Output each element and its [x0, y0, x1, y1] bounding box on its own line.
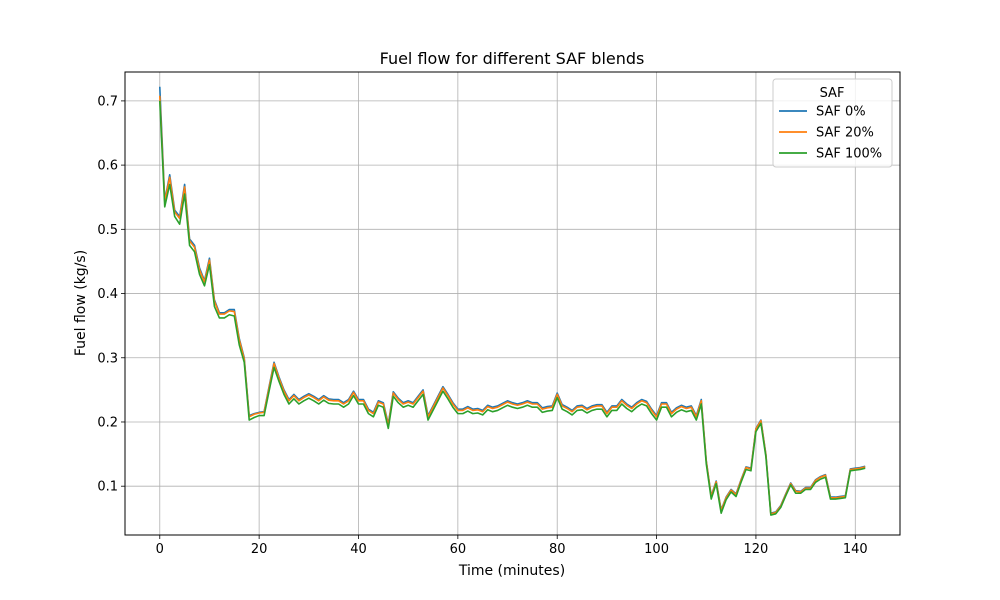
x-axis-label: Time (minutes) — [458, 563, 565, 579]
series-line-2 — [158, 95, 866, 515]
y-tick-label: 0.7 — [97, 94, 118, 109]
legend-title: SAF — [820, 86, 845, 101]
y-tick-label: 0.5 — [97, 223, 118, 238]
y-tick-label: 0.6 — [97, 159, 118, 174]
plot-frame — [124, 71, 901, 536]
x-tick-label: 0 — [156, 542, 164, 557]
y-tick-label: 0.4 — [97, 287, 118, 302]
y-axis-label: Fuel flow (kg/s) — [73, 250, 89, 356]
x-tick-label: 100 — [644, 542, 669, 557]
x-tick-label: 40 — [350, 542, 367, 557]
x-tick-label: 120 — [744, 542, 769, 557]
y-tick-label: 0.3 — [97, 351, 118, 366]
x-tick-label: 20 — [251, 542, 268, 557]
y-tick-label: 0.2 — [97, 415, 118, 430]
x-tick-label: 140 — [843, 542, 868, 557]
legend-label: SAF 20% — [816, 126, 874, 141]
legend-label: SAF 100% — [816, 147, 882, 162]
series-lines — [158, 86, 866, 516]
legend: SAF SAF 0% SAF 20% SAF 100% — [772, 78, 893, 168]
x-tick-label: 60 — [450, 542, 467, 557]
chart-title: Fuel flow for different SAF blends — [380, 49, 645, 68]
y-tick-label: 0.1 — [97, 480, 118, 495]
legend-label: SAF 0% — [816, 105, 866, 120]
axis-ticks: 0 20 40 60 80 100 120 140 0.1 0.2 0.3 0.4 0.5 0.6 0.7 — [97, 94, 867, 557]
series-line-3 — [158, 100, 866, 516]
x-tick-label: 80 — [549, 542, 566, 557]
legend-entries: SAF 0% SAF 20% SAF 100% — [779, 105, 882, 162]
legend-box — [772, 78, 893, 168]
